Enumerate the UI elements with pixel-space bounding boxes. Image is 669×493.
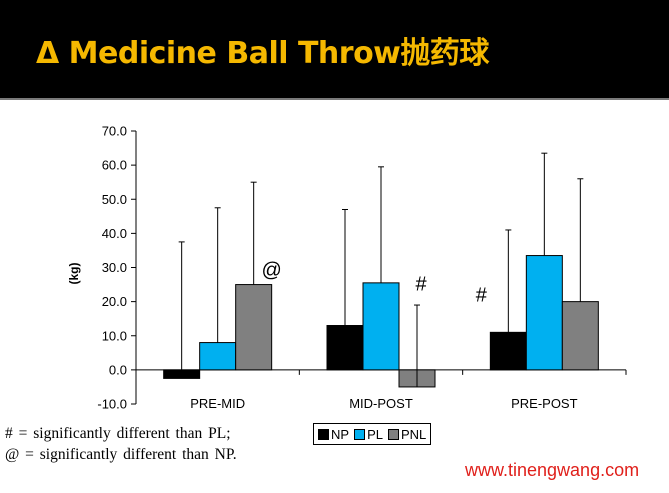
bar-np <box>489 331 527 371</box>
y-tick-label: 10.0 <box>102 328 127 343</box>
x-tick-label: PRE-MID <box>190 396 245 411</box>
footnote: # = significantly different than PL; @ =… <box>5 425 237 463</box>
legend-swatch <box>318 428 329 440</box>
y-tick-label: 60.0 <box>102 158 127 173</box>
website-link[interactable]: www.tinengwang.com <box>465 460 640 480</box>
chart-legend: NP PL PNL <box>313 423 432 445</box>
legend-swatch <box>387 428 399 440</box>
y-tick-label: 70.0 <box>102 124 127 139</box>
legend-label: PL <box>367 426 383 442</box>
bar-pl <box>362 282 400 371</box>
bar-pl <box>199 342 237 371</box>
x-tick-label: MID-POST <box>349 396 413 411</box>
y-tick-label: 50.0 <box>102 192 127 207</box>
slide-title: Δ Medicine Ball Throw抛药球 <box>36 36 489 71</box>
bar-np <box>326 325 364 371</box>
bar-pl <box>525 255 563 371</box>
y-tick-label: 0.0 <box>109 362 127 377</box>
significance-marker: # <box>476 285 488 307</box>
x-tick-label: PRE-POST <box>511 396 578 411</box>
legend-item-np: NP <box>318 427 349 442</box>
legend-label: PNL <box>400 426 427 442</box>
title-bar: Δ Medicine Ball Throw抛药球 <box>0 0 669 98</box>
y-tick-label: -10.0 <box>97 397 127 412</box>
title-divider <box>0 98 669 100</box>
significance-marker: @ <box>262 260 282 282</box>
y-tick-label: 40.0 <box>102 226 127 241</box>
legend-swatch <box>354 428 366 440</box>
legend-item-pnl: PNL <box>387 426 427 442</box>
legend-item-pl: PL <box>354 427 383 442</box>
y-tick-label: 20.0 <box>102 294 127 309</box>
y-tick-label: 30.0 <box>102 260 127 275</box>
bar-pnl <box>561 301 599 371</box>
legend-label: NP <box>331 426 350 442</box>
significance-marker: # <box>415 274 427 296</box>
y-axis-label: (kg) <box>67 263 81 285</box>
bar-pnl <box>235 284 273 371</box>
